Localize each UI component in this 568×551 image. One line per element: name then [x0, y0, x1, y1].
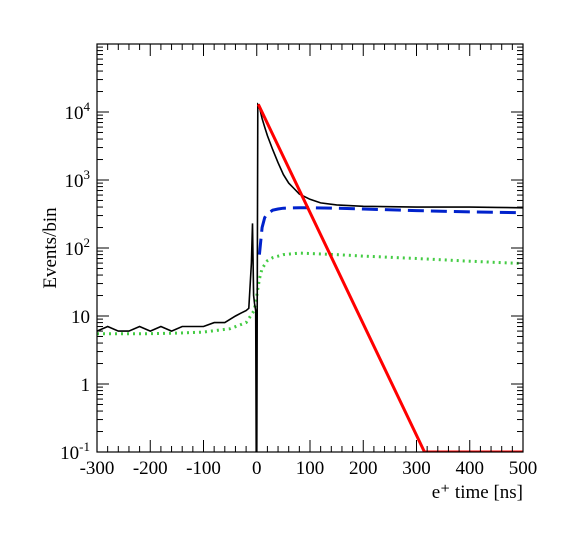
y-tick-label: 1 [81, 375, 91, 396]
y-tick-label: 102 [65, 235, 91, 260]
tick-layer [96, 44, 524, 453]
x-tick-label: -300 [80, 458, 115, 479]
x-tick-label: -100 [186, 458, 221, 479]
y-tick-label: 10 [71, 307, 90, 328]
y-tick-label: 104 [65, 99, 91, 124]
x-tick-label: 0 [252, 458, 262, 479]
series-histogram-line [97, 102, 523, 452]
series-solid-line [256, 103, 523, 452]
x-axis-title: e⁺ time [ns] [432, 482, 523, 503]
x-tick-label: 500 [509, 458, 538, 479]
x-tick-label: 100 [296, 458, 325, 479]
y-tick-label: 103 [65, 167, 91, 192]
series-dashed-line [257, 206, 523, 255]
x-tick-label: 200 [349, 458, 378, 479]
y-axis-title: Events/bin [40, 207, 61, 289]
data-layer [97, 102, 523, 452]
y-tick-label-exponent: 2 [84, 235, 91, 250]
x-tick-label: -200 [133, 458, 168, 479]
x-tick-label: 300 [402, 458, 431, 479]
y-tick-label-exponent: 4 [84, 99, 91, 114]
series-dotted-line [97, 251, 523, 336]
label-layer: -300 -200 -100 0 100 200 300 400 50010-111010210… [60, 99, 537, 479]
x-tick-label: 400 [456, 458, 485, 479]
plot-frame [96, 43, 524, 453]
series-group [97, 102, 523, 452]
y-tick-label-exponent: 3 [84, 167, 91, 182]
y-tick-label-exponent: -1 [79, 439, 90, 454]
